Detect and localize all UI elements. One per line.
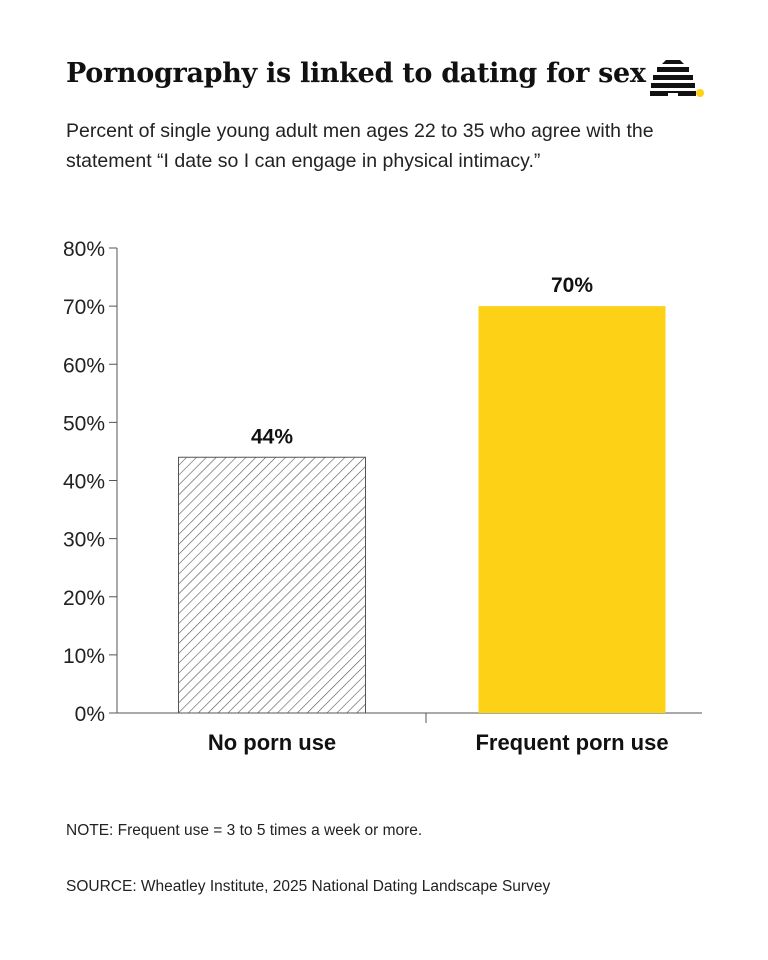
chart-subtitle: Percent of single young adult men ages 2… bbox=[66, 120, 654, 172]
y-tick-label: 70% bbox=[63, 296, 105, 319]
y-tick-label: 20% bbox=[63, 587, 105, 610]
bar-value-label: 70% bbox=[551, 274, 593, 297]
y-tick-label: 0% bbox=[75, 703, 105, 726]
bar-frequent-porn-use bbox=[478, 306, 666, 713]
y-tick-label: 10% bbox=[63, 645, 105, 668]
y-tick-label: 80% bbox=[63, 238, 105, 261]
chart-note: NOTE: Frequent use = 3 to 5 times a week… bbox=[66, 822, 423, 839]
y-tick-label: 50% bbox=[63, 412, 105, 435]
y-tick-label: 40% bbox=[63, 471, 105, 494]
category-label: Frequent porn use bbox=[475, 730, 668, 755]
chart-title: Pornography is linked to dating for sex bbox=[66, 58, 646, 89]
category-label: No porn use bbox=[208, 730, 336, 755]
bar-no-porn-use bbox=[178, 456, 366, 714]
beehive-icon bbox=[650, 60, 704, 97]
bar-chart: 0% 10% 20% 30% 40% 50% 60% 70% 80% 44% No porn us… bbox=[63, 238, 702, 755]
y-tick-label: 30% bbox=[63, 529, 105, 552]
chart-source: SOURCE: Wheatley Institute, 2025 Nationa… bbox=[66, 878, 551, 895]
bar-value-label: 44% bbox=[251, 425, 293, 448]
y-tick-label: 60% bbox=[63, 354, 105, 377]
